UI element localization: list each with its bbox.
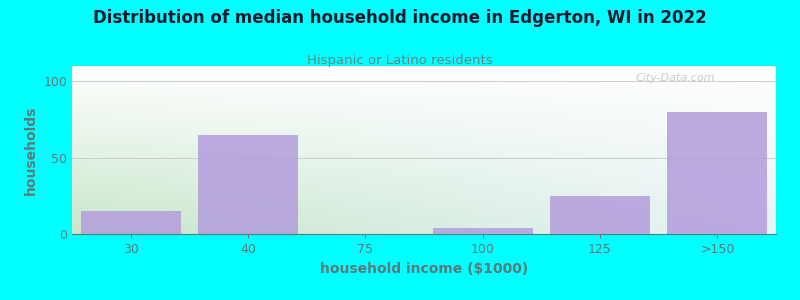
Text: Distribution of median household income in Edgerton, WI in 2022: Distribution of median household income …: [93, 9, 707, 27]
Bar: [667, 112, 767, 234]
Bar: [550, 196, 650, 234]
Y-axis label: households: households: [24, 105, 38, 195]
Text: City-Data.com: City-Data.com: [635, 73, 714, 83]
Bar: [433, 228, 533, 234]
Bar: [81, 211, 181, 234]
Text: Hispanic or Latino residents: Hispanic or Latino residents: [307, 54, 493, 67]
Bar: [198, 135, 298, 234]
X-axis label: household income ($1000): household income ($1000): [320, 262, 528, 276]
